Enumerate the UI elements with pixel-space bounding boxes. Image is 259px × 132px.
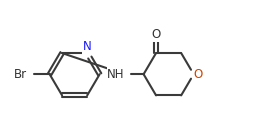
Text: Br: Br bbox=[13, 68, 27, 81]
Text: NH: NH bbox=[107, 68, 125, 81]
Text: O: O bbox=[152, 28, 161, 41]
Text: O: O bbox=[194, 68, 203, 81]
Text: N: N bbox=[83, 40, 92, 53]
